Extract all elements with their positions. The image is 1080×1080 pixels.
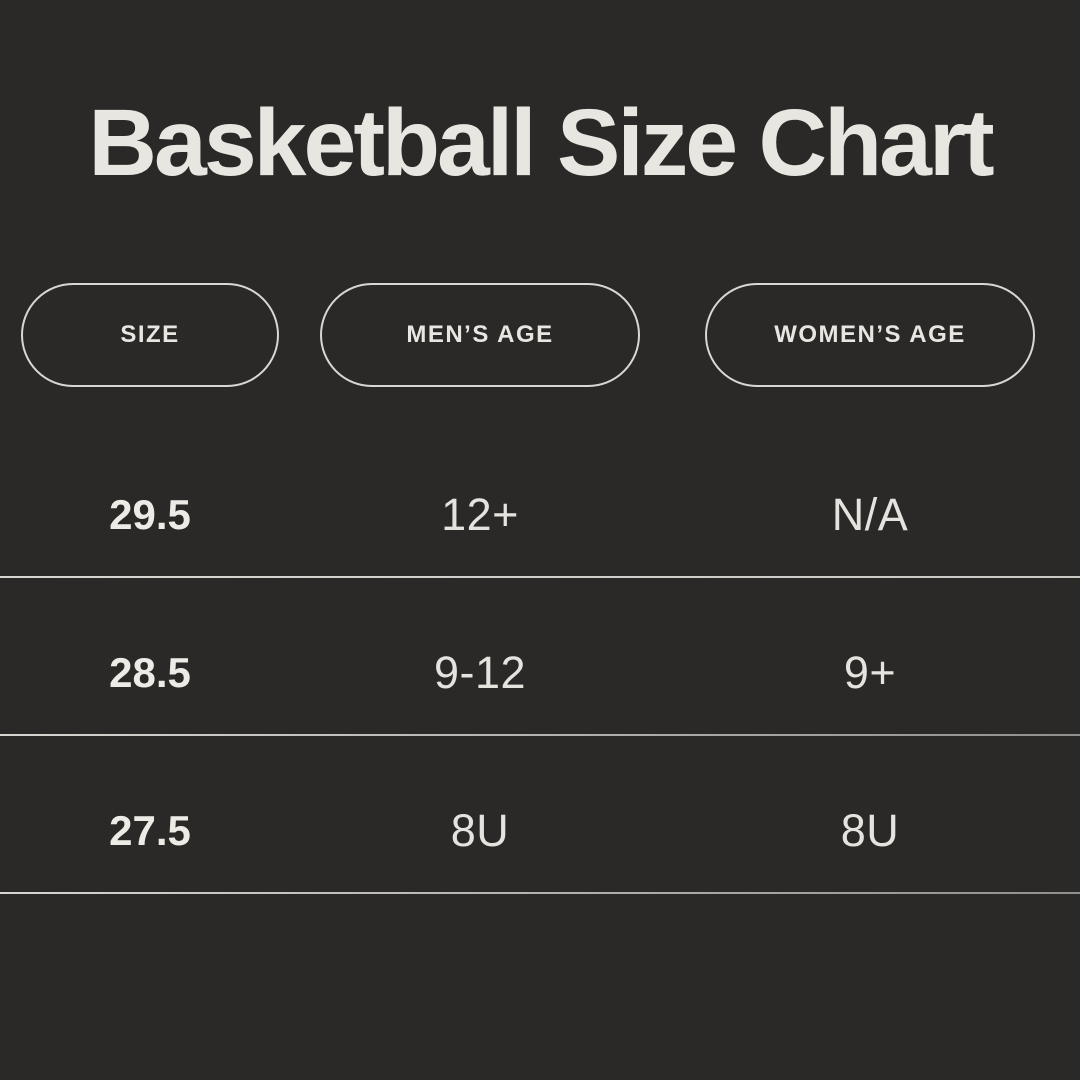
cell-mens-age: 8U (450, 805, 510, 856)
cell-womens-age: N/A (831, 489, 909, 540)
cell-mens-age: 12+ (441, 489, 519, 540)
page-title: Basketball Size Chart (88, 90, 994, 196)
table-header-row: SIZE MEN’S AGE WOMEN’S AGE (0, 283, 1080, 387)
column-header-womens-age: WOMEN’S AGE (774, 321, 966, 348)
column-header-mens-age: MEN’S AGE (406, 321, 554, 348)
column-pill-mens-age: MEN’S AGE (320, 283, 640, 387)
cell-womens-age: 8U (840, 805, 900, 856)
column-pill-size: SIZE (21, 283, 279, 387)
cell-size: 27.5 (109, 807, 191, 854)
column-pill-womens-age: WOMEN’S AGE (705, 283, 1035, 387)
cell-womens-age: 9+ (843, 647, 897, 698)
table-row: 27.5 8U 8U (0, 736, 1080, 894)
cell-size: 29.5 (109, 491, 191, 538)
cell-size: 28.5 (109, 649, 191, 696)
table-row: 28.5 9-12 9+ (0, 578, 1080, 736)
cell-mens-age: 9-12 (433, 647, 527, 698)
table-row: 29.5 12+ N/A (0, 420, 1080, 578)
table-body: 29.5 12+ N/A 28.5 9-12 9+ 27.5 8U 8U (0, 420, 1080, 894)
column-header-size: SIZE (120, 321, 180, 348)
